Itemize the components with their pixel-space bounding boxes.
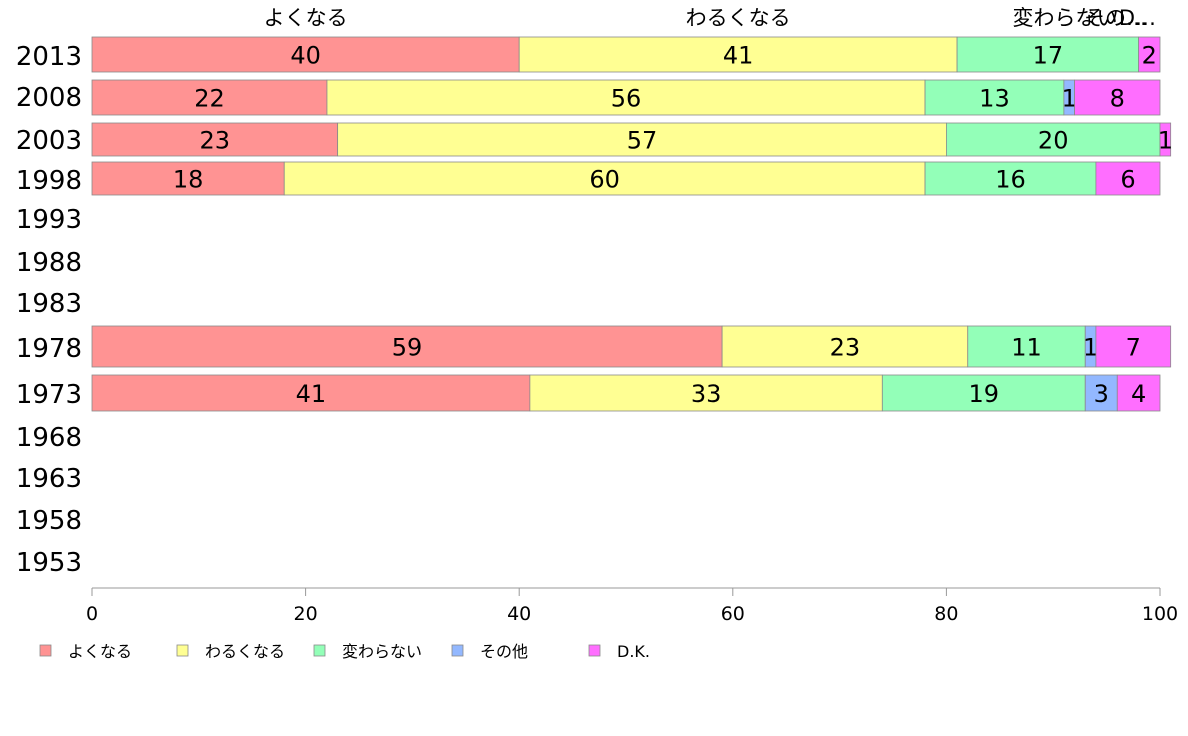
data-label-1998-series-1: 60: [589, 166, 620, 194]
data-label-1978-series-2: 11: [1011, 334, 1042, 362]
bar-1973-series-3: [1084, 374, 1118, 412]
data-label-2008-series-2: 13: [979, 85, 1010, 113]
data-label-2008-series-1: 56: [611, 85, 642, 113]
bar-1998-series-1: [283, 161, 926, 196]
data-label-1973-series-2: 19: [969, 380, 1000, 408]
data-label-1973-series-0: 41: [296, 380, 327, 408]
data-label-2008-series-4: 8: [1110, 85, 1125, 113]
bar-2008-series-4: [1074, 79, 1161, 116]
data-label-1978-series-4: 7: [1126, 334, 1141, 362]
y-tick-label: 1983: [16, 289, 82, 319]
y-tick-label: 2008: [16, 83, 82, 113]
legend-label: D.K.: [617, 642, 650, 661]
data-label-1978-series-1: 23: [830, 334, 861, 362]
bar-1973-series-0: [91, 374, 531, 412]
legend-swatch: [313, 644, 326, 657]
y-tick-label: 2003: [16, 126, 82, 156]
bar-1973-series-1: [529, 374, 883, 412]
bar-1973-series-2: [881, 374, 1086, 412]
data-label-2008-series-0: 22: [194, 85, 225, 113]
data-label-2003-series-2: 20: [1038, 127, 1069, 155]
x-tick-label: 80: [934, 603, 958, 625]
y-tick-label: 1988: [16, 248, 82, 278]
bar-2008-series-0: [91, 79, 328, 116]
y-tick-label: 1973: [16, 380, 82, 410]
bar-1998-series-0: [91, 161, 285, 196]
legend-swatch: [39, 644, 52, 657]
y-tick-label: 1993: [16, 205, 82, 235]
data-label-2003-series-0: 23: [200, 127, 231, 155]
data-label-2013-series-0: 40: [290, 42, 321, 70]
series-top-label: D…: [1119, 6, 1156, 30]
data-label-2008-series-3: 1: [1062, 85, 1077, 113]
y-tick-label: 2013: [16, 42, 82, 72]
legend-swatch: [451, 644, 464, 657]
bar-1973-series-4: [1116, 374, 1161, 412]
bar-2008-series-1: [326, 79, 926, 116]
data-label-2013-series-2: 17: [1033, 42, 1064, 70]
data-label-1978-series-3: 1: [1083, 334, 1098, 362]
y-tick-label: 1978: [16, 334, 82, 364]
data-label-2003-series-1: 57: [627, 127, 658, 155]
bar-2013-series-0: [91, 36, 520, 73]
bar-2013-series-2: [956, 36, 1140, 73]
bar-1998-series-2: [924, 161, 1097, 196]
data-label-1998-series-0: 18: [173, 166, 204, 194]
data-label-2013-series-1: 41: [723, 42, 754, 70]
data-label-2013-series-4: 2: [1142, 42, 1157, 70]
series-top-label: よくなる: [264, 6, 348, 30]
data-label-1973-series-4: 4: [1131, 380, 1146, 408]
bar-1978-series-1: [721, 325, 969, 368]
bar-2003-series-4: [1159, 122, 1172, 157]
data-label-1973-series-3: 3: [1094, 380, 1109, 408]
y-axis-labels: 2013 2008 2003 1998 1993 1988 1983 1978 1973 1968…: [16, 42, 82, 578]
legend-swatch: [588, 644, 601, 657]
bar-2013-series-1: [518, 36, 958, 73]
y-tick-label: 1963: [16, 464, 82, 494]
y-tick-label: 1953: [16, 548, 82, 578]
legend-label: よくなる: [68, 642, 132, 661]
bar-2003-series-1: [337, 122, 947, 157]
bar-2003-series-2: [946, 122, 1161, 157]
bar-2003-series-0: [91, 122, 339, 157]
x-axis: 0 20 40 60 80 100: [86, 587, 1178, 625]
data-label-1973-series-1: 33: [691, 380, 722, 408]
series-top-label: その…: [1084, 6, 1147, 30]
data-label-2003-series-4: 1: [1158, 127, 1173, 155]
series-top-labels: よくなる わるくなる 変わらないその…D…: [264, 6, 1156, 30]
legend-label: その他: [480, 642, 528, 661]
bar-2013-series-4: [1138, 36, 1161, 73]
x-tick-label: 0: [86, 603, 98, 625]
bar-1978-series-0: [91, 325, 723, 368]
series-top-label: わるくなる: [686, 6, 791, 30]
data-label-1998-series-2: 16: [995, 166, 1026, 194]
bars-layer: 40 41 17 222 56 13 1 823 57 20 118 60 16 659 23 11 1 741 3…: [91, 36, 1173, 412]
x-tick-label: 40: [507, 603, 531, 625]
legend-swatch: [176, 644, 189, 657]
bar-2008-series-2: [924, 79, 1065, 116]
x-tick-label: 20: [294, 603, 318, 625]
y-tick-label: 1968: [16, 423, 82, 453]
legend: よくなる わるくなる 変わらない その他 D.K.: [39, 642, 650, 661]
legend-label: 変わらない: [342, 642, 422, 661]
legend-label: わるくなる: [205, 642, 285, 661]
x-tick-label: 60: [721, 603, 745, 625]
x-tick-label: 100: [1142, 603, 1178, 625]
series-top-label: 変わらない: [1013, 6, 1118, 30]
y-tick-label: 1998: [16, 166, 82, 196]
y-tick-label: 1958: [16, 506, 82, 536]
data-label-1998-series-4: 6: [1120, 166, 1135, 194]
bar-1978-series-2: [967, 325, 1086, 368]
bar-1998-series-4: [1095, 161, 1161, 196]
bar-1978-series-4: [1095, 325, 1172, 368]
data-label-1978-series-0: 59: [392, 334, 423, 362]
